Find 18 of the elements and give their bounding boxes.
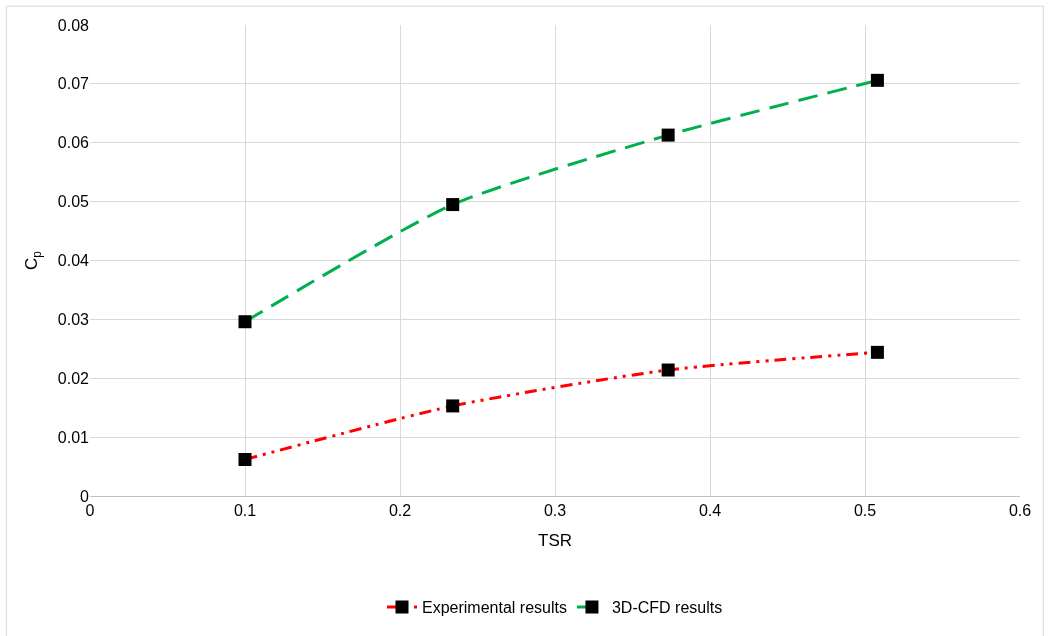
legend-label: Experimental results [422, 599, 567, 617]
x-tick-label: 0.3 [543, 502, 567, 520]
y-tick-label: 0.03 [57, 310, 90, 328]
x-tick-label: 0.2 [388, 502, 412, 520]
x-tick-label: 0.1 [233, 502, 257, 520]
x-tick-label: 0.5 [853, 502, 877, 520]
x-axis-title: TSR [538, 530, 572, 550]
legend-label: 3D-CFD results [611, 599, 723, 617]
y-tick-label: 0.02 [57, 369, 90, 387]
y-tick-label: 0 [80, 487, 90, 505]
y-tick-label: 0.07 [57, 75, 90, 93]
y-tick-label: 0.04 [57, 252, 90, 270]
y-tick-label: 0.05 [57, 193, 90, 211]
x-tick-label: 0.4 [698, 502, 722, 520]
y-tick-label: 0.06 [57, 134, 90, 152]
y-tick-label: 0.01 [57, 428, 90, 446]
y-tick-label: 0.08 [57, 16, 90, 34]
x-tick-label: 0.6 [1008, 502, 1032, 520]
